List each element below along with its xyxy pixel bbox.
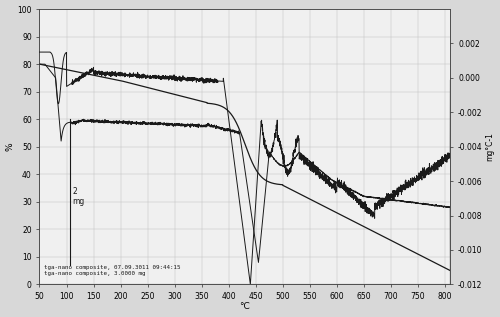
Y-axis label: mg°C-1: mg°C-1 [486,132,494,161]
X-axis label: °C: °C [240,302,250,311]
Y-axis label: %: % [6,142,15,151]
Text: tga-nano composite, 07.09.3011 09:44:15
tga-nano composite, 3.0000 mg: tga-nano composite, 07.09.3011 09:44:15 … [44,265,180,276]
Text: 2
mg: 2 mg [72,187,85,206]
